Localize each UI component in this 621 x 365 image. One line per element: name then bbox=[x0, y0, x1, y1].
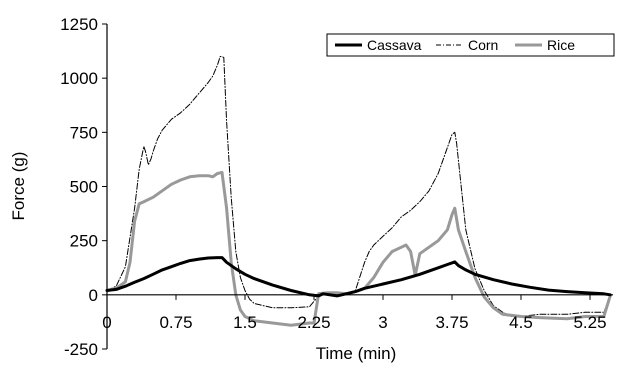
x-tick-label: 3 bbox=[378, 313, 387, 332]
y-tick-label: 250 bbox=[70, 232, 98, 251]
x-axis-title: Time (min) bbox=[316, 344, 397, 363]
series-layer bbox=[105, 56, 612, 327]
x-tick-label: 3.75 bbox=[435, 313, 468, 332]
y-tick-label: 1250 bbox=[60, 15, 98, 34]
y-tick-label: 500 bbox=[70, 178, 98, 197]
series-line-corn bbox=[106, 56, 611, 317]
y-tick-label: 750 bbox=[70, 123, 98, 142]
legend: Cassava Corn Rice bbox=[326, 33, 615, 57]
x-tick-label: 4.5 bbox=[509, 313, 533, 332]
y-tick-label: 0 bbox=[89, 286, 98, 305]
x-tick-label: 0 bbox=[102, 313, 111, 332]
y-tick-label: -250 bbox=[64, 340, 98, 359]
legend-label-rice: Rice bbox=[547, 37, 575, 53]
y-tick-label: 1000 bbox=[60, 69, 98, 88]
legend-box bbox=[326, 33, 615, 57]
x-tick-label: 2.25 bbox=[297, 313, 330, 332]
series-line-rice bbox=[105, 170, 612, 327]
x-tick-label: 0.75 bbox=[159, 313, 192, 332]
legend-label-corn: Corn bbox=[468, 37, 498, 53]
axes bbox=[102, 23, 613, 350]
x-tick-label: 1.5 bbox=[233, 313, 257, 332]
x-tick-label: 5.25 bbox=[573, 313, 606, 332]
legend-label-cassava: Cassava bbox=[367, 37, 422, 53]
series-line-cassava bbox=[105, 256, 612, 298]
y-axis-title: Force (g) bbox=[9, 152, 28, 221]
